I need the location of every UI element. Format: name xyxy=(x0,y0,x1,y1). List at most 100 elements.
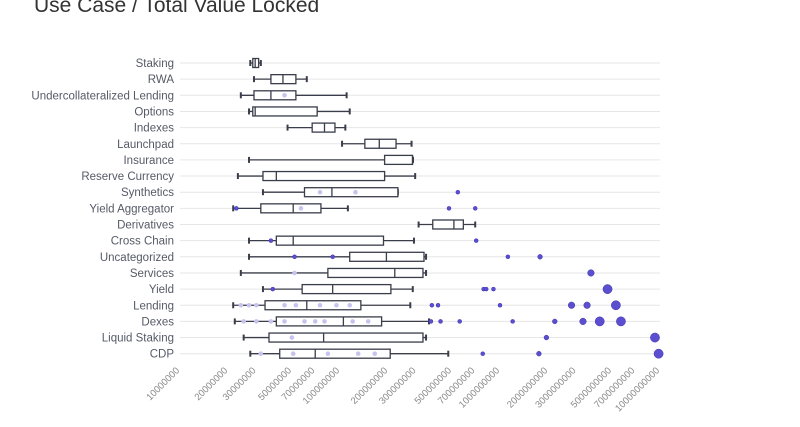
category-label: Synthetics xyxy=(121,187,174,199)
box-group xyxy=(286,122,347,133)
data-point xyxy=(334,302,339,308)
box xyxy=(432,219,464,230)
category-label: Dexes xyxy=(141,316,174,328)
category-label: Liquid Staking xyxy=(102,333,174,345)
outlier-point xyxy=(579,317,587,325)
box-group xyxy=(261,283,613,295)
boxes xyxy=(232,57,664,359)
data-point xyxy=(254,319,259,324)
box xyxy=(275,316,383,327)
box xyxy=(275,235,385,246)
outlier-point xyxy=(567,301,576,309)
x-tick-label: 10000000 xyxy=(144,365,182,403)
data-point xyxy=(350,319,355,324)
outlier-point xyxy=(473,238,479,243)
outlier-point xyxy=(543,334,550,341)
box xyxy=(327,267,424,279)
outlier-point xyxy=(505,254,511,260)
box xyxy=(268,332,424,343)
box-group xyxy=(248,106,351,117)
data-point xyxy=(347,302,353,308)
category-label: Insurance xyxy=(123,155,174,167)
outlier-point xyxy=(536,351,542,357)
category-label: Yield Aggregator xyxy=(89,203,174,215)
data-point xyxy=(258,351,264,357)
data-point xyxy=(254,302,259,308)
outlier-point xyxy=(587,269,595,277)
outlier-point xyxy=(552,318,558,325)
box-group xyxy=(239,90,348,101)
category-label: Reserve Currency xyxy=(81,171,174,183)
category-label: Cross Chain xyxy=(111,236,174,248)
box-group xyxy=(242,332,660,343)
category-label: Launchpad xyxy=(117,139,174,151)
box xyxy=(252,106,318,117)
data-point xyxy=(322,319,327,324)
outlier-point xyxy=(594,316,605,327)
data-point xyxy=(241,319,246,324)
data-point xyxy=(302,319,307,324)
category-label: RWA xyxy=(148,74,175,86)
category-label: Yield xyxy=(149,284,174,296)
outlier-point xyxy=(583,301,591,309)
outlier-point xyxy=(270,286,276,292)
data-point xyxy=(292,270,297,276)
box-group xyxy=(248,251,543,262)
box-group xyxy=(252,74,308,85)
box-group xyxy=(249,57,262,69)
outlier-point xyxy=(435,303,441,308)
data-point xyxy=(298,206,304,211)
outlier-point xyxy=(491,286,496,292)
outlier-point xyxy=(616,316,626,327)
box-group xyxy=(233,316,626,327)
outlier-point xyxy=(292,254,297,260)
outlier-point xyxy=(483,286,489,292)
box xyxy=(303,187,399,198)
box xyxy=(253,90,297,101)
box-group xyxy=(249,348,664,359)
box-group xyxy=(232,203,478,214)
outlier-point xyxy=(510,319,515,324)
data-point xyxy=(238,302,244,308)
category-label: Lending xyxy=(133,300,174,312)
data-point xyxy=(268,319,274,324)
box-group xyxy=(236,170,417,182)
category-label: CDP xyxy=(150,349,175,361)
box xyxy=(264,300,362,311)
box xyxy=(279,348,391,359)
data-point xyxy=(317,302,323,308)
category-label: Uncategorized xyxy=(100,252,174,264)
box xyxy=(301,283,392,295)
outlier-point xyxy=(611,300,621,311)
data-point xyxy=(293,302,299,308)
data-point xyxy=(317,189,323,195)
outlier-point xyxy=(268,238,274,243)
data-point xyxy=(289,335,295,340)
box xyxy=(311,122,336,133)
outlier-point xyxy=(472,206,478,211)
data-point xyxy=(372,351,378,357)
box xyxy=(260,203,322,214)
data-point xyxy=(325,351,331,357)
category-label: Indexes xyxy=(134,123,175,135)
outlier-point xyxy=(480,351,485,356)
data-point xyxy=(282,319,287,324)
box-group xyxy=(261,187,461,198)
box-group xyxy=(232,300,621,311)
data-point xyxy=(246,302,252,308)
category-label: Services xyxy=(130,268,174,280)
outlier-point xyxy=(497,303,503,308)
data-point xyxy=(365,319,371,324)
outlier-point xyxy=(653,348,664,359)
outlier-point xyxy=(330,254,335,260)
chart-title: Use Case / Total Value Locked xyxy=(34,0,320,17)
data-point xyxy=(290,351,296,357)
data-point xyxy=(355,351,361,357)
outlier-point xyxy=(537,254,543,260)
category-label: Undercollateralized Lending xyxy=(31,90,174,102)
category-label: Derivatives xyxy=(117,220,174,232)
data-point xyxy=(353,189,358,195)
outlier-point xyxy=(650,332,660,343)
outlier-point xyxy=(602,284,613,294)
